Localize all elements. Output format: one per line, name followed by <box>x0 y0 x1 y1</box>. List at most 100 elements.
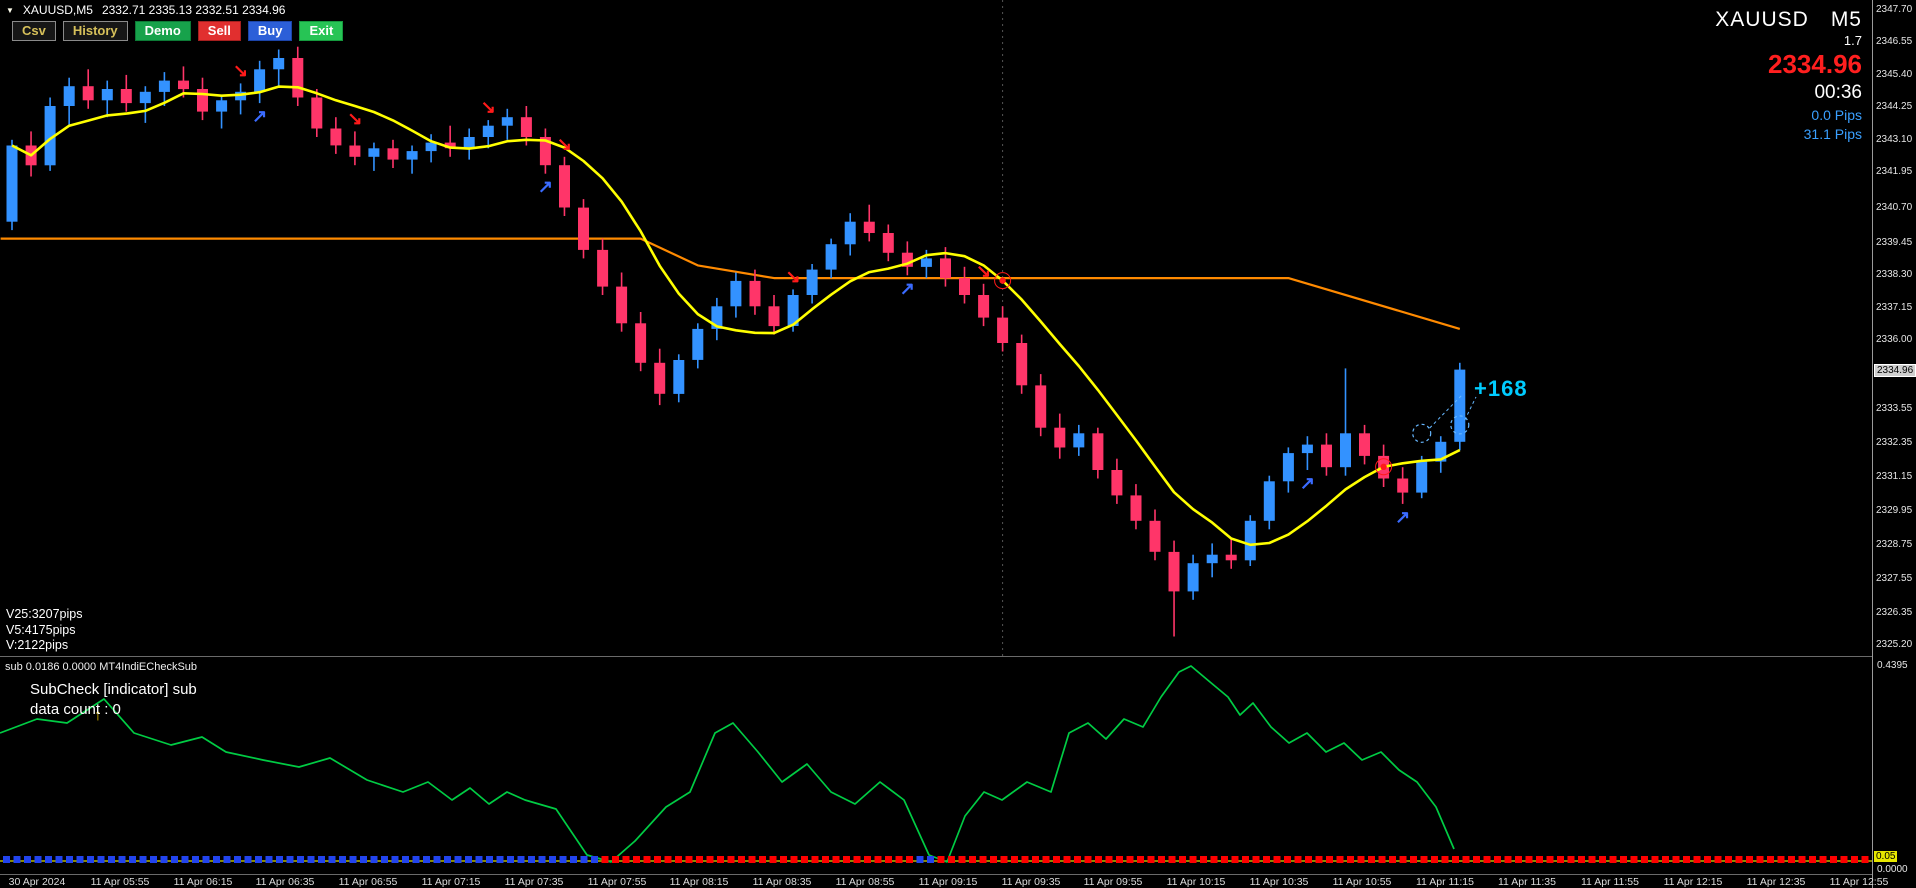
sell-arrow-icon: ↘ <box>233 60 248 80</box>
history-button[interactable]: History <box>62 21 128 41</box>
ma-line <box>11 85 1461 547</box>
sub-axis-level-badge: 0.05 <box>1874 851 1898 862</box>
time-axis-label: 11 Apr 09:35 <box>1001 876 1061 888</box>
chart-marker-icon: ▼ <box>6 5 14 15</box>
price-axis-label: 2343.10 <box>1876 134 1913 145</box>
vstat-line: V:2122pips <box>6 638 69 652</box>
symbol-text: XAUUSD <box>1715 8 1809 31</box>
chart-title-ohlc: 2332.71 2335.13 2332.51 2334.96 <box>101 3 286 17</box>
current-price-axis-badge: 2334.96 <box>1874 364 1916 377</box>
entry-circle-icon <box>1450 415 1470 435</box>
price-axis-label: 2338.30 <box>1876 269 1913 280</box>
datacount-label: data count : 0 <box>30 701 121 718</box>
subcheck-line <box>0 665 1455 863</box>
time-axis-label: 11 Apr 10:55 <box>1332 876 1392 888</box>
vstat-line: V25:3207pips <box>6 607 83 621</box>
buy-button[interactable]: Buy <box>247 21 293 41</box>
candles <box>6 46 1466 637</box>
exit-button[interactable]: Exit <box>299 21 344 41</box>
sell-button[interactable]: Sell <box>197 21 241 41</box>
time-axis-label: 11 Apr 09:55 <box>1083 876 1143 888</box>
time-axis-label: 11 Apr 10:15 <box>1166 876 1226 888</box>
time-axis-label: 11 Apr 11:55 <box>1581 876 1639 888</box>
timeframe-text: M5 <box>1830 8 1862 31</box>
up-arrow-icon: ↑ <box>94 707 102 724</box>
price-axis-label: 2333.55 <box>1876 403 1913 414</box>
buy-arrow-icon: ↗ <box>1395 507 1410 527</box>
profit-label: +168 <box>1474 376 1528 401</box>
orange-line <box>0 237 1461 330</box>
pips-total: 31.1 Pips <box>1803 126 1862 142</box>
price-axis-label: 2339.45 <box>1876 237 1913 248</box>
alert-dot-icon <box>999 277 1006 284</box>
pips-current: 0.0 Pips <box>1811 107 1862 123</box>
price-axis-label: 2344.25 <box>1876 101 1913 112</box>
time-axis-label: 11 Apr 08:15 <box>669 876 729 888</box>
time-axis-label: 11 Apr 11:35 <box>1498 876 1556 888</box>
price-axis-label: 2329.95 <box>1876 505 1913 516</box>
time-axis-label: 11 Apr 07:35 <box>504 876 564 888</box>
time-axis-label: 11 Apr 07:55 <box>587 876 647 888</box>
price-axis-label: 2346.55 <box>1876 36 1913 47</box>
buy-arrow-icon: ↗ <box>900 278 915 298</box>
sell-arrow-icon: ↘ <box>481 97 496 117</box>
pane-divider[interactable] <box>0 656 1872 657</box>
sell-arrow-icon: ↘ <box>557 134 572 154</box>
time-axis-label: 30 Apr 2024 <box>8 876 66 888</box>
volatility-stats: V25:3207pips V5:4175pips V:2122pips <box>6 607 82 654</box>
indicator-subwindow[interactable]: ↑ <box>0 658 1872 874</box>
price-axis-label: 2347.70 <box>1876 4 1913 15</box>
price-axis-label: 2327.55 <box>1876 573 1913 584</box>
price-axis-label: 2325.20 <box>1876 639 1913 650</box>
time-axis-label: 11 Apr 06:15 <box>173 876 233 888</box>
subwindow-title: sub 0.0186 0.0000 MT4IndiECheckSub <box>5 661 198 673</box>
sell-arrow-icon: ↘ <box>347 108 362 128</box>
time-axis-label: 11 Apr 12:55 <box>1829 876 1889 888</box>
subcheck-label: SubCheck [indicator] sub <box>30 681 197 698</box>
time-axis-label: 11 Apr 09:15 <box>918 876 978 888</box>
time-axis[interactable]: 30 Apr 2024 11 Apr 05:55 11 Apr 06:15 11 Ap… <box>0 875 1888 888</box>
buy-arrow-icon: ↗ <box>538 177 553 197</box>
axis-separator <box>1872 0 1873 888</box>
time-axis-label: 11 Apr 11:15 <box>1416 876 1474 888</box>
time-axis-label: 11 Apr 12:35 <box>1746 876 1806 888</box>
overlay-symbol: XAUUSD M5 <box>1715 8 1862 32</box>
time-axis-label: 11 Apr 10:35 <box>1249 876 1309 888</box>
alert-dot-icon <box>1380 463 1387 470</box>
buy-arrow-icon: ↗ <box>252 106 267 126</box>
price-axis-label: 2328.75 <box>1876 539 1913 550</box>
time-axis-label: 11 Apr 05:55 <box>90 876 150 888</box>
time-axis-label: 11 Apr 07:15 <box>421 876 481 888</box>
price-axis[interactable]: 2347.70 2346.55 2345.40 2344.25 2343.10 2341.… <box>1874 0 1916 656</box>
chart-title-symbol: XAUUSD,M5 <box>22 3 93 17</box>
spread-value: 1.7 <box>1843 33 1862 48</box>
csv-button[interactable]: Csv <box>12 21 56 41</box>
main-chart-canvas[interactable]: ↘ ↘ ↘ ↘ ↘ ↘ ↗ ↗ ↗ ↗ ↗ <box>0 0 1872 656</box>
demo-button[interactable]: Demo <box>134 21 191 41</box>
price-axis-label: 2340.70 <box>1876 202 1913 213</box>
price-axis-label: 2336.00 <box>1876 334 1913 345</box>
bar-timer: 00:36 <box>1814 82 1862 103</box>
vstat-line: V5:4175pips <box>6 622 76 637</box>
signal-markers: ↘ ↘ ↘ ↘ ↘ ↘ ↗ ↗ ↗ ↗ ↗ <box>233 60 1477 527</box>
sub-axis-max-label: 0.4395 <box>1877 660 1908 671</box>
entry-circle-icon <box>1412 423 1432 443</box>
time-axis-label: 11 Apr 06:55 <box>338 876 398 888</box>
quote-overlay: XAUUSD M5 1.7 2334.96 00:36 0.0 Pips 31.1… <box>1715 8 1862 142</box>
sub-axis-zero-label: 0.0000 <box>1877 864 1908 875</box>
time-axis-label: 11 Apr 12:15 <box>1663 876 1723 888</box>
time-axis-label: 11 Apr 08:55 <box>835 876 895 888</box>
price-axis-label: 2337.15 <box>1876 302 1913 313</box>
time-axis-label: 11 Apr 06:35 <box>255 876 315 888</box>
price-axis-label: 2341.95 <box>1876 166 1913 177</box>
trade-panel: Csv History Demo Sell Buy Exit <box>12 21 344 41</box>
current-price: 2334.96 <box>1768 49 1862 79</box>
chart-title: ▼ XAUUSD,M5 2332.71 2335.13 2332.51 2334… <box>6 3 285 17</box>
price-axis-label: 2331.15 <box>1876 471 1913 482</box>
sell-arrow-icon: ↘ <box>786 266 801 286</box>
price-axis-label: 2326.35 <box>1876 607 1913 618</box>
time-axis-label: 11 Apr 08:35 <box>752 876 812 888</box>
time-axis-divider <box>0 874 1872 875</box>
buy-arrow-icon: ↗ <box>1300 473 1315 493</box>
